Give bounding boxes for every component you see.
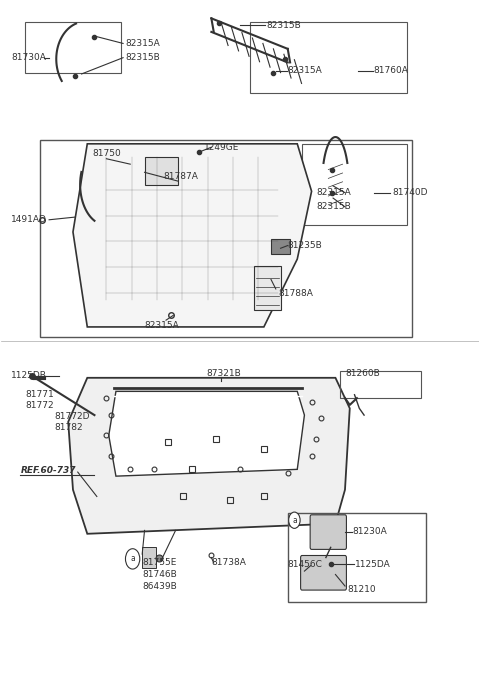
Bar	[144, 157, 178, 185]
Bar	[142, 548, 156, 568]
Text: 81746B: 81746B	[142, 570, 177, 579]
Text: 81740D: 81740D	[393, 188, 428, 197]
Text: 81235B: 81235B	[288, 241, 323, 250]
Text: 81788A: 81788A	[278, 289, 313, 298]
Circle shape	[125, 549, 140, 569]
Bar	[271, 239, 290, 254]
Text: 82315A: 82315A	[125, 39, 160, 48]
Text: 1125DB: 1125DB	[11, 371, 47, 380]
Text: 1491AD: 1491AD	[11, 215, 47, 224]
Text: 1125DA: 1125DA	[355, 560, 390, 569]
Text: 81760A: 81760A	[373, 66, 408, 75]
Text: 86439B: 86439B	[142, 582, 177, 590]
Text: 81782: 81782	[54, 423, 83, 432]
Polygon shape	[68, 378, 350, 534]
Polygon shape	[109, 392, 304, 476]
FancyBboxPatch shape	[300, 556, 347, 590]
Text: 1249GE: 1249GE	[204, 143, 240, 152]
Text: 81787A: 81787A	[164, 172, 199, 181]
Text: 82315B: 82315B	[125, 53, 160, 62]
Polygon shape	[73, 144, 312, 327]
Text: 81771: 81771	[25, 390, 54, 399]
Text: 81456C: 81456C	[288, 560, 323, 569]
Text: 81230A: 81230A	[352, 527, 387, 536]
FancyBboxPatch shape	[310, 515, 347, 550]
Text: 82315A: 82315A	[144, 321, 180, 330]
Text: REF.60-737: REF.60-737	[21, 466, 76, 475]
Text: a: a	[292, 516, 297, 525]
Text: 82315A: 82315A	[316, 188, 351, 197]
Text: 81260B: 81260B	[345, 368, 380, 377]
Text: 81755E: 81755E	[142, 558, 177, 567]
Text: 81750: 81750	[92, 150, 121, 159]
Text: 82315B: 82315B	[316, 202, 351, 211]
Bar	[254, 266, 281, 310]
Text: 82315B: 82315B	[266, 20, 301, 30]
Text: 81772D: 81772D	[54, 412, 89, 421]
Text: 81730A: 81730A	[11, 53, 46, 62]
Text: 81738A: 81738A	[211, 558, 246, 567]
Text: 82315A: 82315A	[288, 66, 323, 75]
Text: a: a	[130, 554, 135, 563]
Text: 81772: 81772	[25, 401, 54, 410]
Text: 87321B: 87321B	[206, 368, 241, 377]
Text: 81210: 81210	[348, 585, 376, 594]
Circle shape	[288, 512, 300, 528]
